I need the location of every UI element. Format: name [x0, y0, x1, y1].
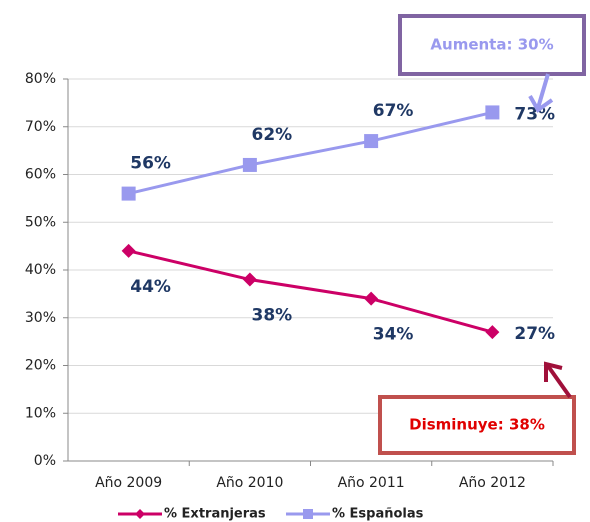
x-tick-label: Año 2012	[459, 475, 526, 491]
x-tick-label: Año 2009	[95, 475, 162, 491]
x-tick-label: Año 2010	[216, 475, 283, 491]
y-tick-label: 20%	[25, 358, 56, 374]
value-label: 38%	[252, 306, 293, 326]
marker	[485, 105, 500, 120]
marker	[242, 272, 257, 287]
annotation-arrow	[544, 361, 572, 399]
marker	[242, 157, 257, 172]
value-label: 73%	[514, 104, 555, 124]
marker	[364, 134, 379, 149]
series-line	[128, 249, 493, 334]
marker	[303, 509, 313, 519]
annotation-box	[378, 395, 576, 455]
y-tick-label: 80%	[25, 71, 56, 87]
annotation: Disminuye: 38%	[409, 416, 545, 434]
annotation-box	[398, 14, 586, 76]
value-label: 27%	[514, 324, 555, 344]
value-label: 44%	[130, 277, 171, 297]
value-label: 34%	[373, 325, 414, 345]
y-tick-label: 70%	[25, 119, 56, 135]
legend-label: % Extranjeras	[164, 507, 266, 522]
annotation: Aumenta: 30%	[430, 36, 553, 54]
value-label: 62%	[252, 125, 293, 145]
value-label: 67%	[373, 101, 414, 121]
x-tick-label: Año 2011	[338, 475, 405, 491]
value-label: 56%	[130, 154, 171, 174]
marker	[364, 291, 379, 306]
annotation-arrow	[528, 73, 554, 113]
y-tick-label: 10%	[25, 405, 56, 421]
y-tick-label: 30%	[25, 310, 56, 326]
y-tick-label: 40%	[25, 262, 56, 278]
marker	[485, 325, 500, 340]
y-tick-label: 50%	[25, 214, 56, 230]
legend-label: % Españolas	[332, 507, 424, 522]
y-tick-label: 60%	[25, 167, 56, 183]
marker	[121, 243, 136, 258]
y-tick-label: 0%	[34, 453, 56, 469]
series-line	[128, 110, 493, 196]
marker	[121, 186, 136, 201]
marker	[135, 509, 145, 519]
